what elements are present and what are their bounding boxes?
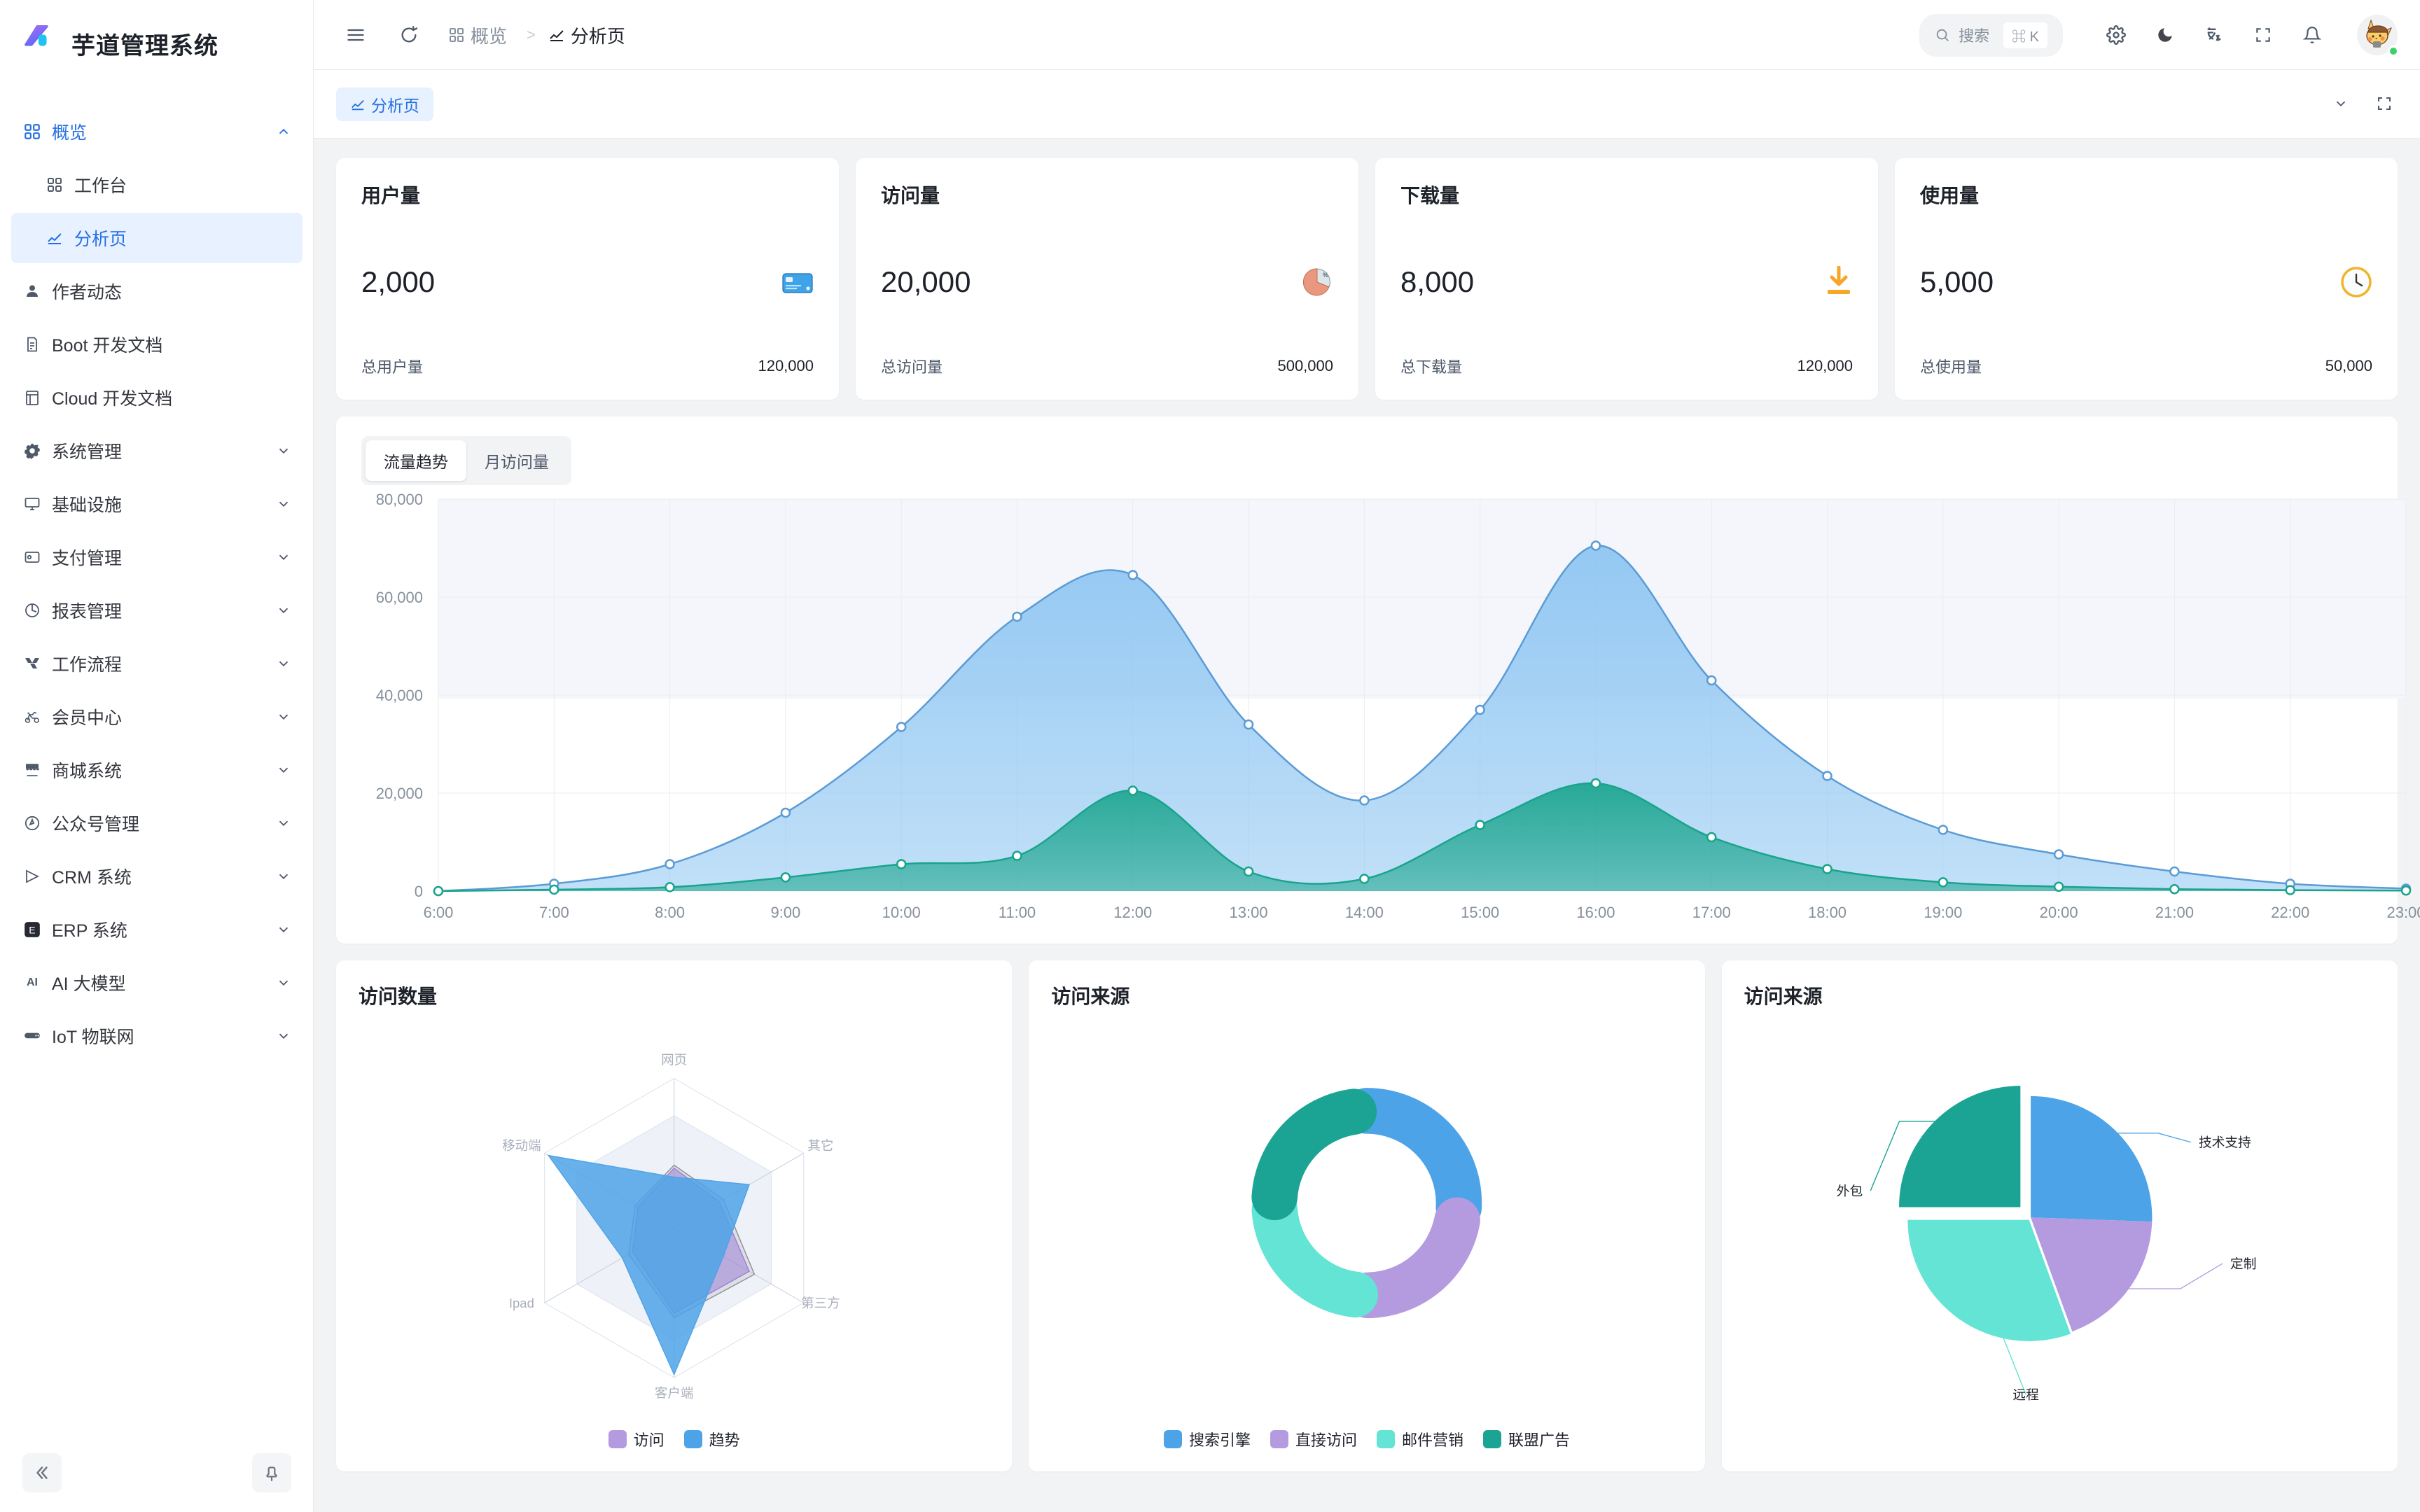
svg-text:Ipad: Ipad bbox=[509, 1296, 534, 1310]
svg-text:19:00: 19:00 bbox=[1924, 904, 1962, 921]
svg-text:17:00: 17:00 bbox=[1692, 904, 1731, 921]
svg-text:其它: 其它 bbox=[807, 1138, 833, 1153]
svg-text:16:00: 16:00 bbox=[1576, 904, 1615, 921]
svg-text:10:00: 10:00 bbox=[882, 904, 921, 921]
svg-text:6:00: 6:00 bbox=[424, 904, 454, 921]
svg-text:20,000: 20,000 bbox=[376, 785, 423, 802]
svg-text:客户端: 客户端 bbox=[655, 1385, 694, 1400]
svg-text:9:00: 9:00 bbox=[770, 904, 800, 921]
svg-text:80,000: 80,000 bbox=[376, 492, 423, 508]
svg-text:第三方: 第三方 bbox=[801, 1296, 840, 1310]
svg-text:8:00: 8:00 bbox=[655, 904, 685, 921]
svg-text:11:00: 11:00 bbox=[999, 904, 1036, 921]
svg-text:12:00: 12:00 bbox=[1113, 904, 1152, 921]
svg-text:15:00: 15:00 bbox=[1461, 904, 1499, 921]
svg-text:22:00: 22:00 bbox=[2271, 904, 2309, 921]
svg-text:14:00: 14:00 bbox=[1345, 904, 1384, 921]
svg-text:0: 0 bbox=[415, 883, 423, 900]
svg-text:网页: 网页 bbox=[661, 1053, 687, 1068]
svg-text:60,000: 60,000 bbox=[376, 589, 423, 606]
svg-text:23:00: 23:00 bbox=[2386, 904, 2420, 921]
svg-text:20:00: 20:00 bbox=[2040, 904, 2078, 921]
svg-text:E: E bbox=[29, 924, 35, 935]
svg-text:定制: 定制 bbox=[2230, 1256, 2256, 1271]
svg-text:%: % bbox=[1323, 272, 1328, 279]
svg-text:18:00: 18:00 bbox=[1808, 904, 1847, 921]
svg-text:技术支持: 技术支持 bbox=[2199, 1135, 2251, 1150]
svg-text:7:00: 7:00 bbox=[539, 904, 569, 921]
svg-text:21:00: 21:00 bbox=[2155, 904, 2194, 921]
svg-text:移动端: 移动端 bbox=[502, 1138, 541, 1153]
svg-text:40,000: 40,000 bbox=[376, 687, 423, 704]
svg-text:外包: 外包 bbox=[1836, 1184, 1862, 1198]
svg-text:远程: 远程 bbox=[2012, 1387, 2038, 1402]
svg-text:13:00: 13:00 bbox=[1230, 904, 1268, 921]
